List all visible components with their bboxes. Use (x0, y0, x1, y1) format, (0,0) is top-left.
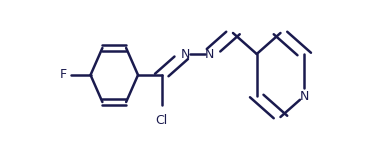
Text: F: F (60, 69, 67, 81)
Text: N: N (204, 48, 214, 60)
Text: N: N (181, 48, 190, 60)
Text: N: N (299, 90, 309, 102)
Text: Cl: Cl (155, 114, 168, 127)
